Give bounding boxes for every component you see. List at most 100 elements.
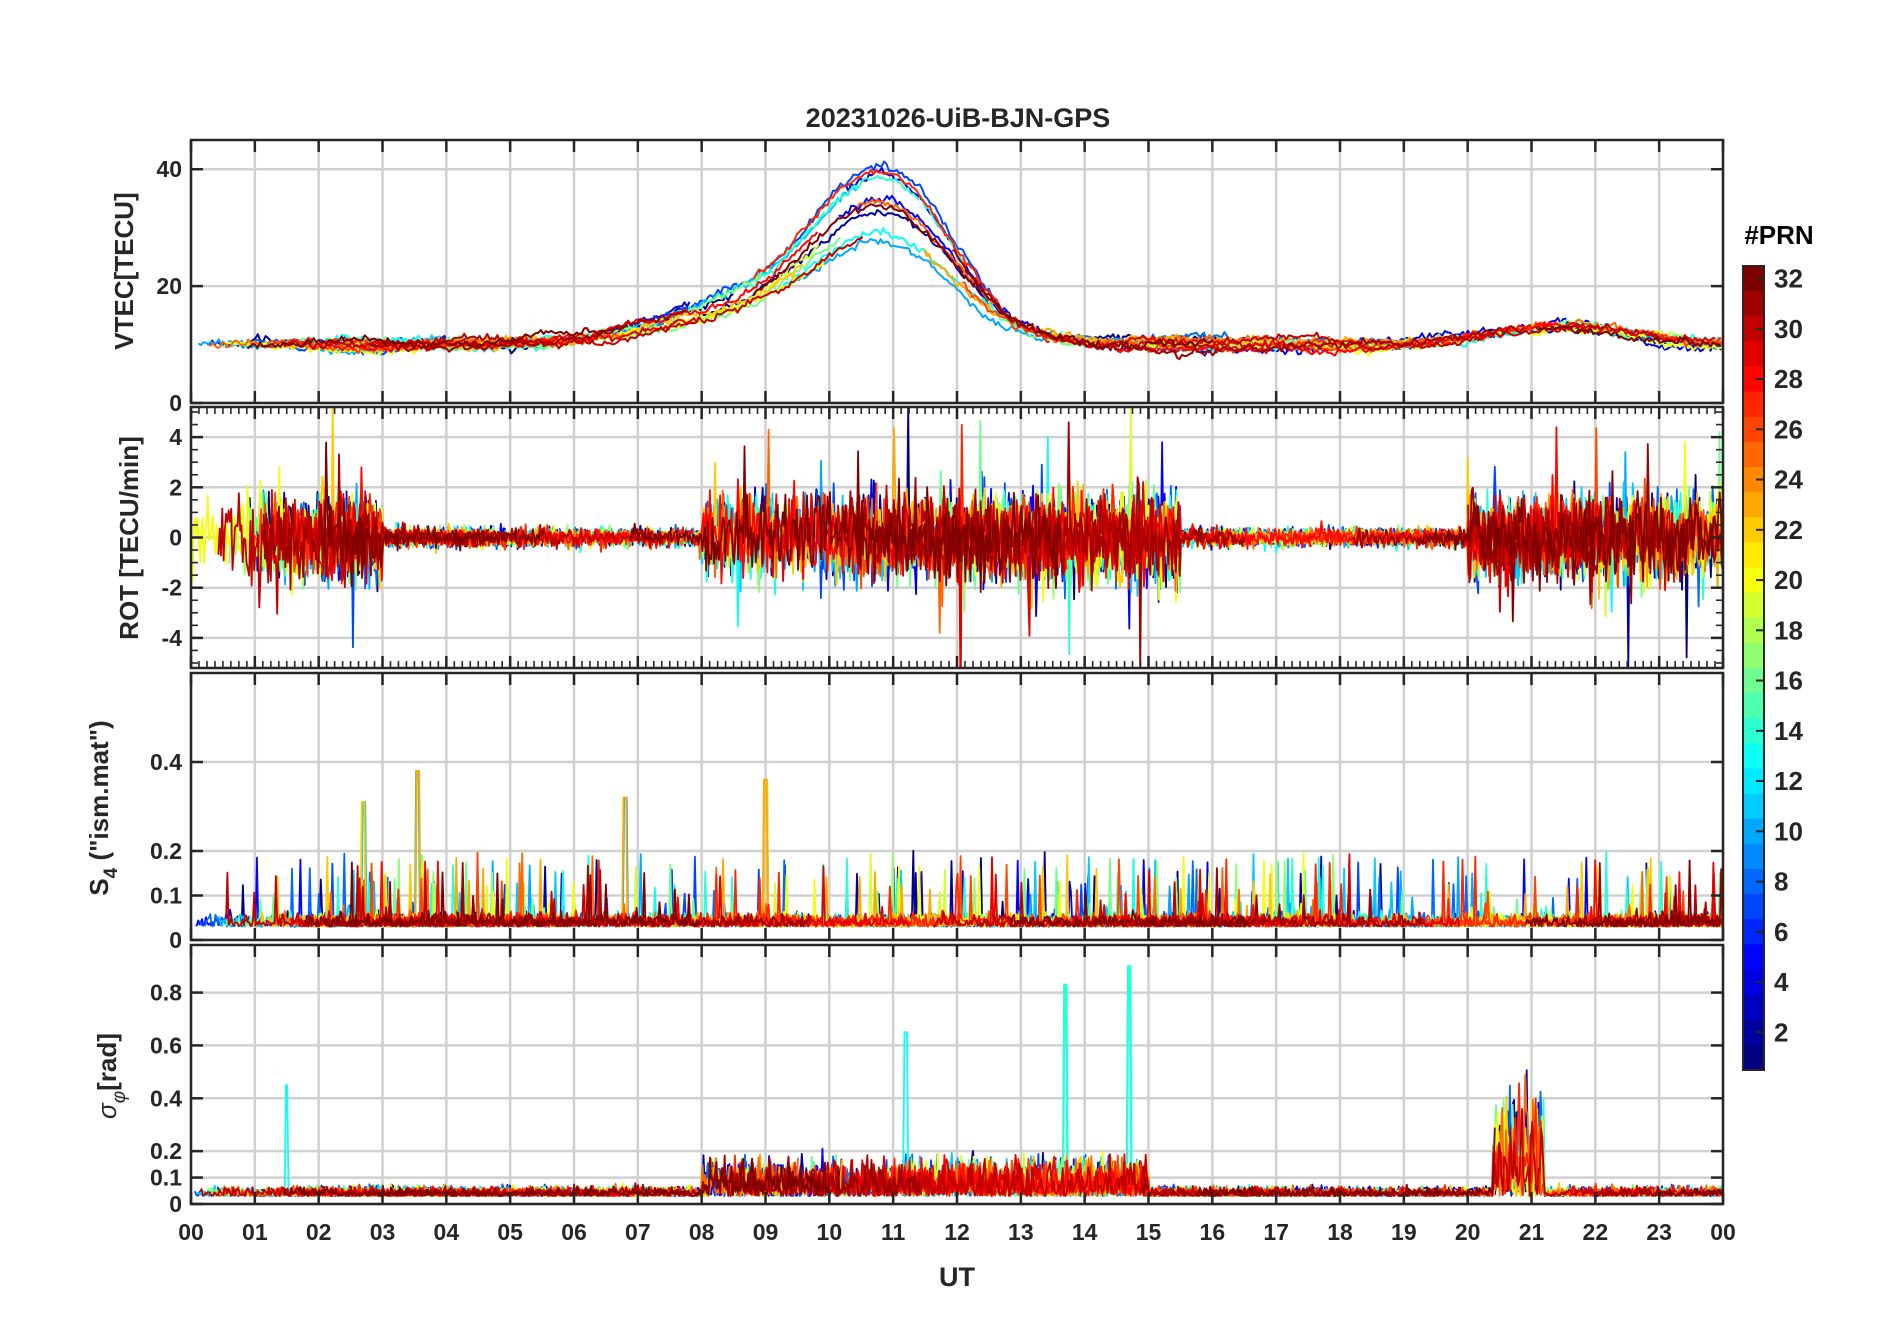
colorbar-cell xyxy=(1743,441,1764,468)
ylabel-sigphi-rest: [rad] xyxy=(92,1033,122,1091)
colorbar-tick-label: 6 xyxy=(1774,917,1788,947)
x-tick-label: 07 xyxy=(625,1219,651,1245)
x-tick-label: 13 xyxy=(1008,1219,1034,1245)
colorbar-cell xyxy=(1743,492,1764,518)
colorbar-cell xyxy=(1743,969,1764,996)
x-tick-label: 11 xyxy=(881,1219,906,1245)
y-tick-label: 0 xyxy=(169,390,182,416)
y-tick-label: 0.1 xyxy=(150,883,182,909)
colorbar-cell xyxy=(1743,617,1764,644)
colorbar-tick-label: 8 xyxy=(1774,867,1788,897)
colorbar-tick-label: 24 xyxy=(1774,465,1803,495)
y-tick-label: -2 xyxy=(162,575,182,601)
colorbar-cell xyxy=(1743,793,1764,820)
series-line-prn-22 xyxy=(1389,1095,1714,1197)
colorbar-cell xyxy=(1743,467,1764,493)
x-tick-label: 12 xyxy=(944,1219,970,1245)
y-tick-label: 0.6 xyxy=(150,1032,182,1058)
y-tick-label: 0 xyxy=(169,1191,182,1217)
series-line-prn-32 xyxy=(303,861,701,928)
x-tick-label: 21 xyxy=(1519,1219,1545,1245)
colorbar-cell xyxy=(1743,592,1764,619)
series-line-prn-13 xyxy=(884,965,1417,1197)
panel-sigphi: 00.10.2 0.4 0.6 0.8 σφ[rad] xyxy=(92,943,1725,1217)
series-line-prn-32 xyxy=(1525,859,1720,928)
sigphi-series xyxy=(194,965,1723,1197)
grid-vtec xyxy=(189,140,1725,405)
ylabel-s4-rest: ("ism.mat") xyxy=(84,720,114,867)
y-tick-label: 0 xyxy=(169,525,182,551)
series-line-prn-30 xyxy=(282,235,864,351)
x-tick-label: 16 xyxy=(1200,1219,1226,1245)
colorbar-cell xyxy=(1743,366,1764,393)
colorbar-tick-label: 22 xyxy=(1774,515,1803,545)
colorbar-cell xyxy=(1743,718,1764,744)
series-line-prn-32 xyxy=(320,441,544,588)
series-line-prn-29 xyxy=(1057,334,1327,351)
series-line-prn-23 xyxy=(923,248,1474,346)
series-line-prn-31 xyxy=(838,421,1246,668)
colorbar-cell xyxy=(1743,341,1764,368)
colorbar-cell xyxy=(1743,642,1764,669)
x-tick-label: 18 xyxy=(1327,1219,1353,1245)
y-tick-label: 20 xyxy=(156,273,182,299)
y-tick-label: 0.2 xyxy=(150,838,182,864)
y-tick-label: 2 xyxy=(169,474,182,500)
series-line-prn-14 xyxy=(1052,965,1219,1197)
series-line-prn-32 xyxy=(282,1156,831,1197)
x-tick-label: 05 xyxy=(497,1219,523,1245)
colorbar-tick-label: 12 xyxy=(1774,766,1803,796)
colorbar-tick-label: 32 xyxy=(1774,264,1803,294)
series-line-prn-5 xyxy=(838,194,1391,356)
series-line-prn-32 xyxy=(246,324,629,350)
colorbar-cell xyxy=(1743,818,1764,845)
series-line-prn-32 xyxy=(1418,470,1723,623)
colorbar-tick-label: 18 xyxy=(1774,615,1803,645)
x-tick-label: 19 xyxy=(1391,1219,1417,1245)
s4-series xyxy=(195,770,1723,928)
panel-rot: -4 -2 0 2 4 ROT [TECU/min] xyxy=(114,405,1725,670)
ylabel-s4: S4 ("ism.mat") xyxy=(84,720,122,895)
colorbar-tick-label: 14 xyxy=(1774,716,1803,746)
y-tick-label: 4 xyxy=(169,424,182,450)
colorbar-tick-label: 10 xyxy=(1774,816,1803,846)
series-line-prn-4 xyxy=(845,167,1118,349)
colorbar-tick-label: 28 xyxy=(1774,364,1803,394)
ylabel-sigphi: σφ[rad] xyxy=(92,1033,130,1119)
ylabel-s4-sub: 4 xyxy=(101,867,122,878)
series-line-prn-31 xyxy=(262,453,491,591)
y-tick-label: 0.4 xyxy=(150,1085,182,1111)
series-line-prn-14 xyxy=(1515,1098,1723,1197)
colorbar-tick-label: 20 xyxy=(1774,565,1803,595)
y-tick-label: 0.8 xyxy=(150,980,182,1006)
y-tick-label: -4 xyxy=(162,625,183,651)
series-line-prn-30 xyxy=(1137,323,1657,352)
panel-s4: 0 0.1 0.2 0.4 S4 ("ism.mat") xyxy=(84,671,1725,953)
x-tick-label: 15 xyxy=(1136,1219,1162,1245)
series-line-prn-27 xyxy=(1312,1082,1631,1197)
series-line-prn-8 xyxy=(1416,1084,1723,1197)
yticks-sigphi: 00.10.2 0.4 0.6 0.8 xyxy=(150,945,1725,1217)
colorbar-cell xyxy=(1743,944,1764,971)
series-line-prn-11 xyxy=(367,185,859,347)
series-line-prn-2 xyxy=(1277,1101,1615,1197)
x-tick-label: 17 xyxy=(1263,1219,1289,1245)
x-tick-label: 02 xyxy=(306,1219,332,1245)
x-axis-label: UT xyxy=(939,1262,975,1292)
x-tick-label: 14 xyxy=(1072,1219,1098,1245)
colorbar-cell xyxy=(1743,1019,1764,1046)
x-tick-label: 08 xyxy=(689,1219,715,1245)
yticks-vtec: 0 20 40 xyxy=(156,140,1725,416)
colorbar-cell xyxy=(1743,693,1764,719)
colorbar-tick-label: 16 xyxy=(1774,666,1803,696)
y-tick-label: 0.2 xyxy=(150,1138,182,1164)
colorbar-cell xyxy=(1743,291,1764,317)
series-line-prn-14 xyxy=(746,174,968,289)
ylabel-vtec: VTEC[TECU] xyxy=(109,192,139,349)
colorbar-cell xyxy=(1743,843,1764,870)
series-line-prn-31 xyxy=(952,249,1525,361)
series-line-prn-32 xyxy=(628,445,1061,593)
series-line-prn-32 xyxy=(1536,325,1722,348)
colorbar-cell xyxy=(1743,316,1764,342)
